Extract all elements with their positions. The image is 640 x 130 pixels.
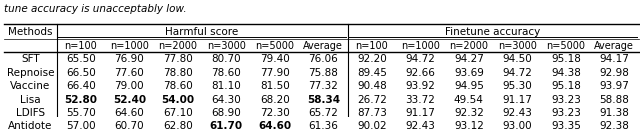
- Text: 94.95: 94.95: [454, 81, 484, 91]
- Text: 93.23: 93.23: [551, 108, 580, 118]
- Text: 91.17: 91.17: [502, 95, 532, 105]
- Text: 68.20: 68.20: [260, 95, 290, 105]
- Text: Average: Average: [595, 41, 634, 51]
- Text: 93.23: 93.23: [551, 95, 580, 105]
- Text: 54.00: 54.00: [161, 95, 195, 105]
- Text: 93.12: 93.12: [454, 121, 484, 130]
- Text: 92.43: 92.43: [405, 121, 435, 130]
- Text: 65.72: 65.72: [308, 108, 339, 118]
- Text: SFT: SFT: [21, 54, 40, 64]
- Text: 91.38: 91.38: [600, 108, 629, 118]
- Text: 93.35: 93.35: [551, 121, 580, 130]
- Text: 93.92: 93.92: [405, 81, 435, 91]
- Text: 76.06: 76.06: [308, 54, 338, 64]
- Text: n=3000: n=3000: [498, 41, 537, 51]
- Text: 77.90: 77.90: [260, 68, 290, 78]
- Text: 92.98: 92.98: [600, 68, 629, 78]
- Text: Repnoise: Repnoise: [6, 68, 54, 78]
- Text: 60.70: 60.70: [115, 121, 144, 130]
- Text: 52.40: 52.40: [113, 95, 146, 105]
- Text: 93.97: 93.97: [600, 81, 629, 91]
- Text: 66.40: 66.40: [66, 81, 95, 91]
- Text: 91.17: 91.17: [405, 108, 435, 118]
- Text: 92.20: 92.20: [357, 54, 387, 64]
- Text: 80.70: 80.70: [211, 54, 241, 64]
- Text: tune accuracy is unacceptably low.: tune accuracy is unacceptably low.: [4, 4, 187, 14]
- Text: n=100: n=100: [355, 41, 388, 51]
- Text: LDIFS: LDIFS: [16, 108, 45, 118]
- Text: n=1000: n=1000: [401, 41, 440, 51]
- Text: 49.54: 49.54: [454, 95, 484, 105]
- Text: 78.80: 78.80: [163, 68, 193, 78]
- Text: 79.00: 79.00: [115, 81, 144, 91]
- Text: 61.70: 61.70: [210, 121, 243, 130]
- Text: 57.00: 57.00: [66, 121, 95, 130]
- Text: n=2000: n=2000: [158, 41, 197, 51]
- Text: Finetune accuracy: Finetune accuracy: [445, 27, 541, 37]
- Text: 26.72: 26.72: [357, 95, 387, 105]
- Text: 90.02: 90.02: [357, 121, 387, 130]
- Text: 95.18: 95.18: [551, 54, 580, 64]
- Text: 94.50: 94.50: [502, 54, 532, 64]
- Text: n=3000: n=3000: [207, 41, 246, 51]
- Text: 55.70: 55.70: [66, 108, 95, 118]
- Text: 64.30: 64.30: [211, 95, 241, 105]
- Text: 77.60: 77.60: [115, 68, 144, 78]
- Text: 76.90: 76.90: [115, 54, 144, 64]
- Text: 77.32: 77.32: [308, 81, 339, 91]
- Text: 61.36: 61.36: [308, 121, 339, 130]
- Text: Average: Average: [303, 41, 343, 51]
- Text: 94.38: 94.38: [551, 68, 580, 78]
- Text: n=5000: n=5000: [255, 41, 294, 51]
- Text: n=2000: n=2000: [449, 41, 488, 51]
- Text: 67.10: 67.10: [163, 108, 193, 118]
- Text: n=5000: n=5000: [547, 41, 586, 51]
- Text: Harmful score: Harmful score: [165, 27, 239, 37]
- Text: 94.72: 94.72: [502, 68, 532, 78]
- Text: 72.30: 72.30: [260, 108, 290, 118]
- Text: 92.66: 92.66: [405, 68, 435, 78]
- Text: 92.43: 92.43: [502, 108, 532, 118]
- Text: 95.18: 95.18: [551, 81, 580, 91]
- Text: 94.72: 94.72: [405, 54, 435, 64]
- Text: 94.17: 94.17: [600, 54, 629, 64]
- Text: 78.60: 78.60: [211, 68, 241, 78]
- Text: 93.00: 93.00: [502, 121, 532, 130]
- Text: 81.10: 81.10: [211, 81, 241, 91]
- Text: 66.50: 66.50: [66, 68, 95, 78]
- Text: 75.88: 75.88: [308, 68, 339, 78]
- Text: 65.50: 65.50: [66, 54, 95, 64]
- Text: n=1000: n=1000: [110, 41, 148, 51]
- Text: Antidote: Antidote: [8, 121, 52, 130]
- Text: 77.80: 77.80: [163, 54, 193, 64]
- Text: 87.73: 87.73: [357, 108, 387, 118]
- Text: 95.30: 95.30: [502, 81, 532, 91]
- Text: 93.69: 93.69: [454, 68, 484, 78]
- Text: 90.48: 90.48: [357, 81, 387, 91]
- Text: 58.88: 58.88: [600, 95, 629, 105]
- Text: 94.27: 94.27: [454, 54, 484, 64]
- Text: Vaccine: Vaccine: [10, 81, 51, 91]
- Text: 78.60: 78.60: [163, 81, 193, 91]
- Text: n=100: n=100: [65, 41, 97, 51]
- Text: Lisa: Lisa: [20, 95, 40, 105]
- Text: 58.34: 58.34: [307, 95, 340, 105]
- Text: 64.60: 64.60: [115, 108, 144, 118]
- Text: 64.60: 64.60: [259, 121, 291, 130]
- Text: 92.38: 92.38: [600, 121, 629, 130]
- Text: 33.72: 33.72: [405, 95, 435, 105]
- Text: Methods: Methods: [8, 27, 52, 37]
- Text: 52.80: 52.80: [64, 95, 97, 105]
- Text: 62.80: 62.80: [163, 121, 193, 130]
- Text: 81.50: 81.50: [260, 81, 290, 91]
- Text: 92.32: 92.32: [454, 108, 484, 118]
- Text: 79.40: 79.40: [260, 54, 290, 64]
- Text: 68.90: 68.90: [211, 108, 241, 118]
- Text: 89.45: 89.45: [357, 68, 387, 78]
